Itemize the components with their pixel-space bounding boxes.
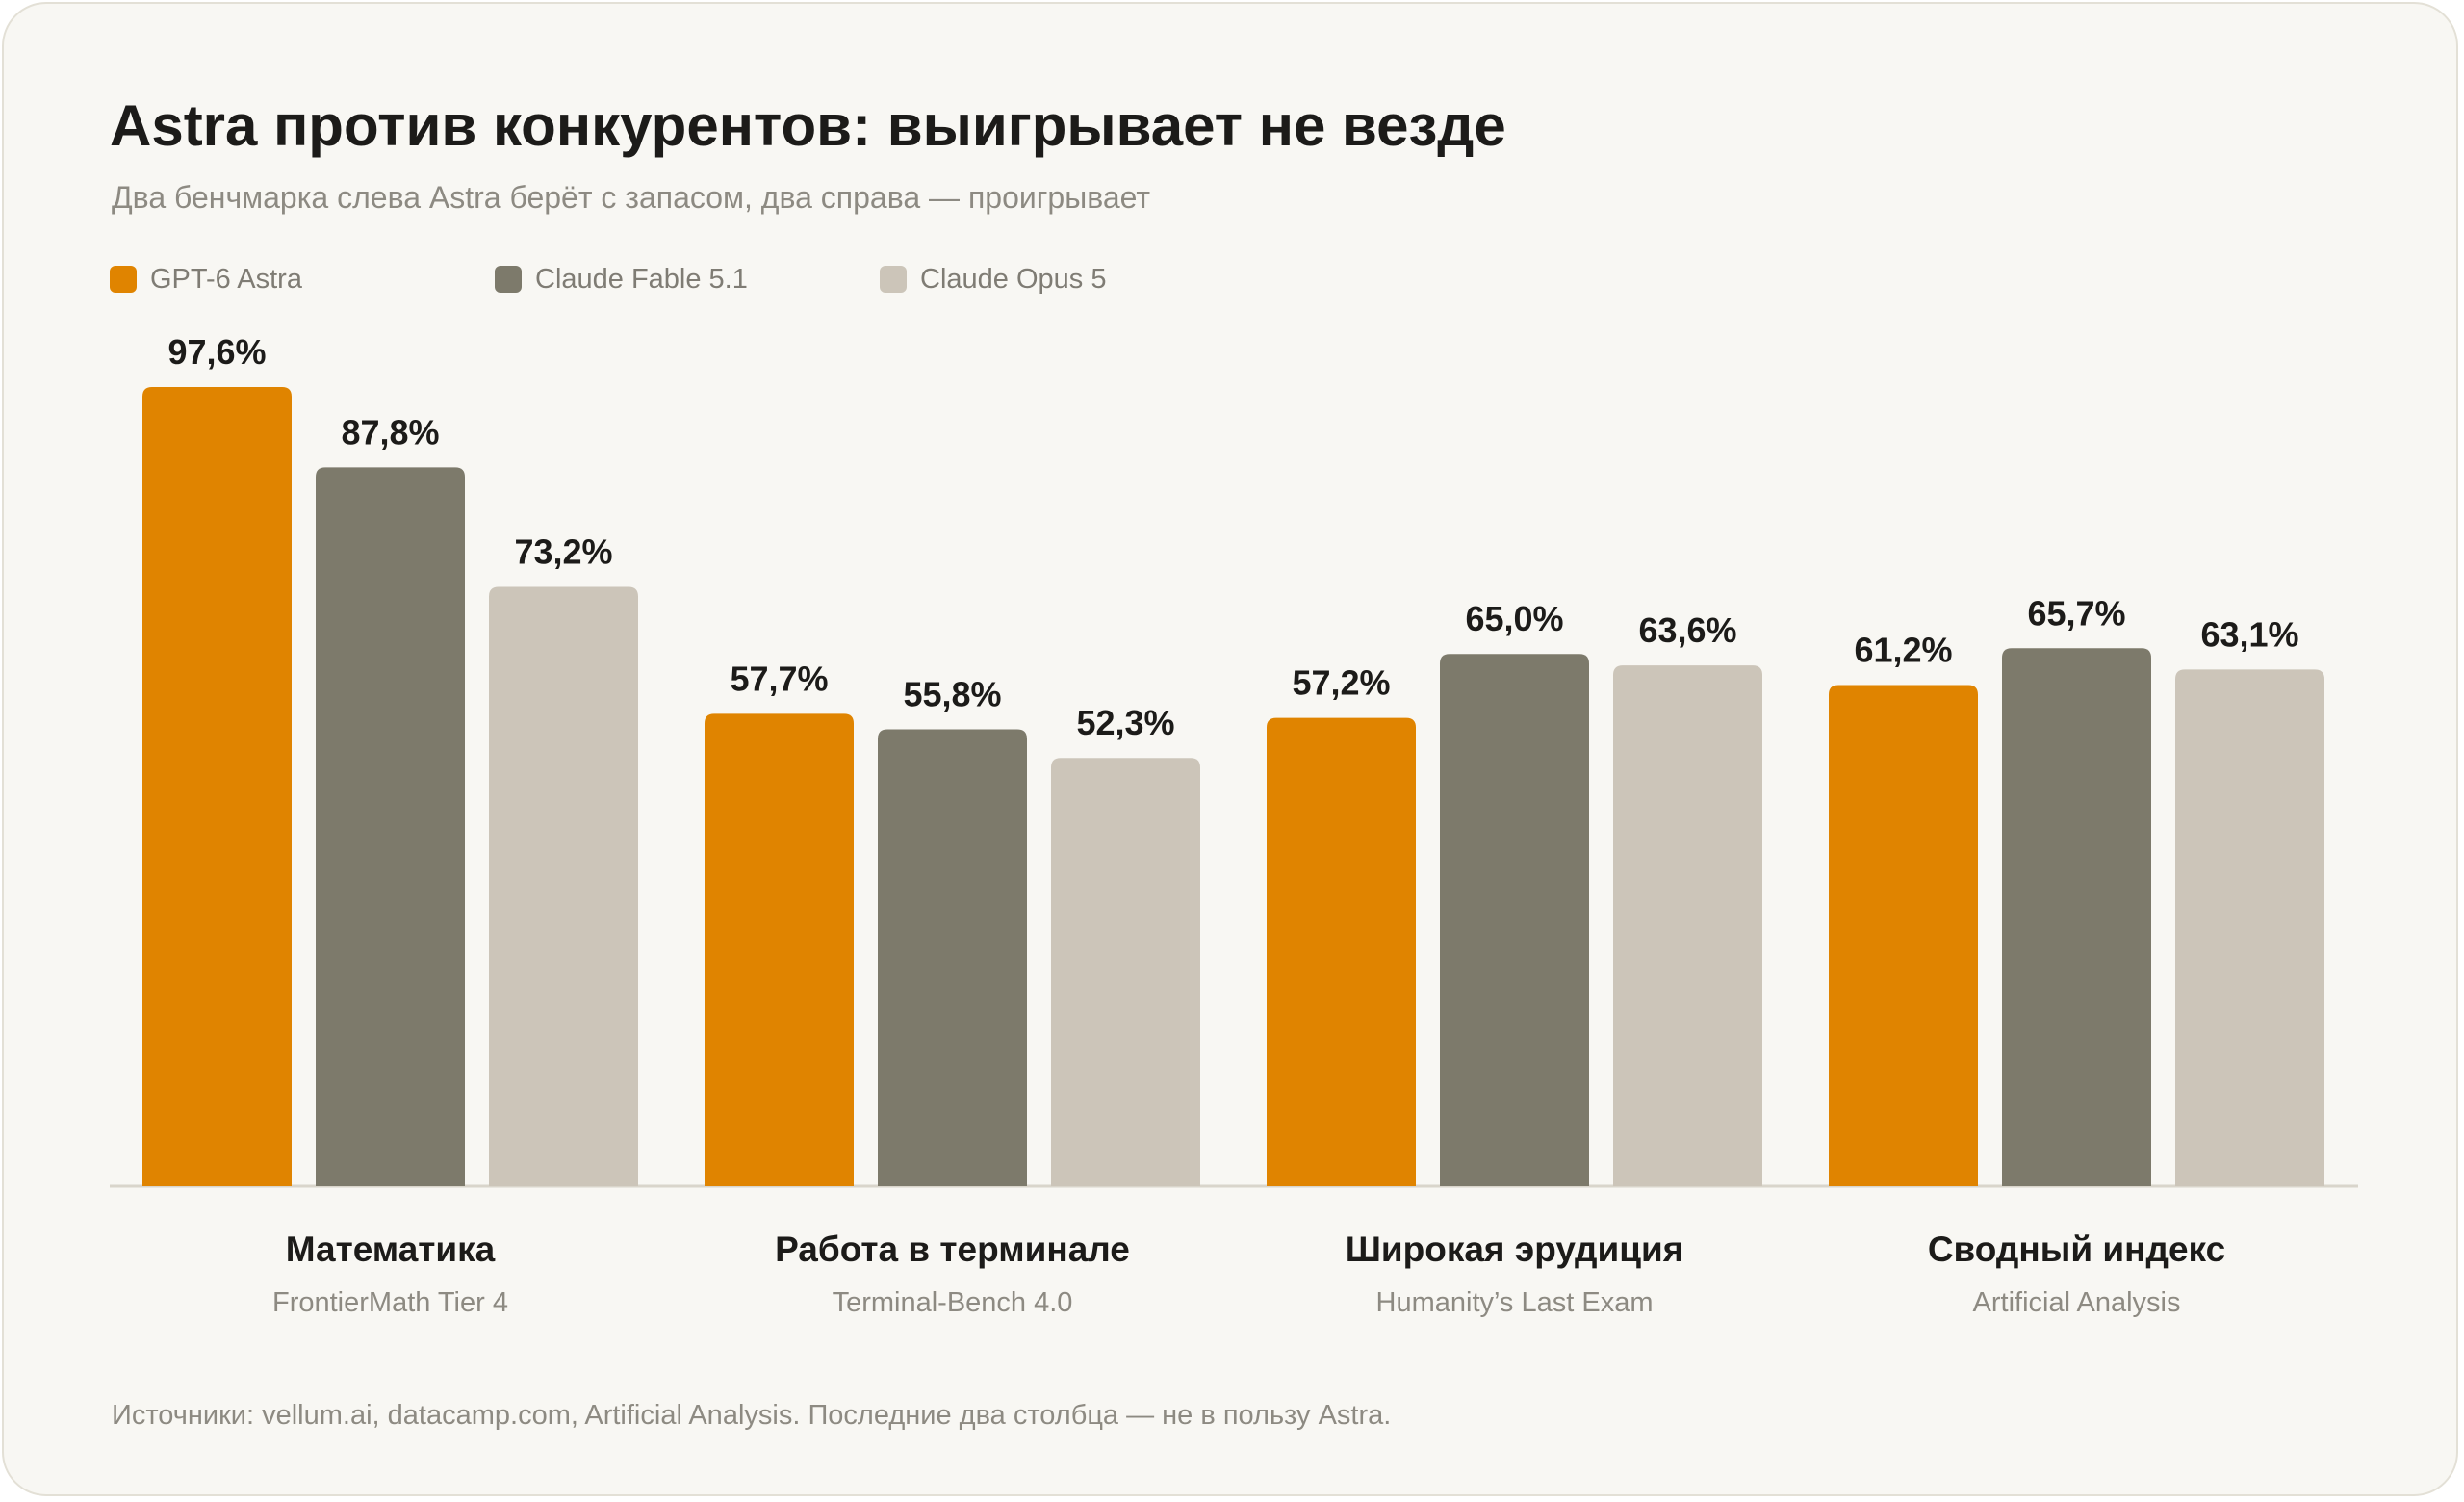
bar-gpt6-astra-2 <box>1267 717 1416 1186</box>
bar-claude-opus-3 <box>2175 669 2324 1186</box>
value-label-claude-opus-2: 63,6% <box>1638 610 1736 650</box>
category-label-3: Сводный индекс <box>1928 1230 2225 1269</box>
value-label-claude-fable-2: 65,0% <box>1465 599 1563 638</box>
bar-gpt6-astra-0 <box>142 387 292 1186</box>
bar-claude-opus-1 <box>1051 758 1200 1186</box>
value-label-claude-opus-1: 52,3% <box>1076 703 1174 742</box>
legend-item-gpt6-astra: GPT-6 Astra <box>110 260 302 298</box>
bar-claude-opus-2 <box>1613 665 1762 1186</box>
legend-swatch-gpt6-astra <box>110 266 137 293</box>
bar-claude-fable-2 <box>1440 654 1589 1186</box>
value-label-claude-fable-1: 55,8% <box>903 674 1001 713</box>
bar-claude-opus-0 <box>489 586 638 1186</box>
category-label-2: Широкая эрудиция <box>1346 1230 1684 1269</box>
bar-claude-fable-3 <box>2002 648 2151 1186</box>
category-label-0: Математика <box>286 1230 496 1269</box>
bar-claude-fable-0 <box>316 467 465 1186</box>
chart-title: Astra против конкурентов: выигрывает не … <box>110 93 1506 158</box>
bar-claude-fable-1 <box>878 729 1027 1186</box>
legend-label-claude-opus: Claude Opus 5 <box>920 263 1107 295</box>
chart-subtitle: Два бенчмарка слева Astra берёт с запасо… <box>112 180 1151 215</box>
value-label-gpt6-astra-0: 97,6% <box>167 332 266 372</box>
bar-gpt6-astra-3 <box>1829 685 1978 1186</box>
legend-item-claude-fable: Claude Fable 5.1 <box>495 260 748 298</box>
legend-swatch-claude-fable <box>495 266 522 293</box>
value-label-claude-fable-0: 87,8% <box>341 412 439 452</box>
footnote: Источники: vellum.ai, datacamp.com, Arti… <box>112 1400 1392 1431</box>
legend-label-claude-fable: Claude Fable 5.1 <box>535 263 748 295</box>
category-sublabel-3: Artificial Analysis <box>1973 1287 2181 1318</box>
value-label-claude-fable-3: 65,7% <box>2027 593 2125 633</box>
legend-label-gpt6-astra: GPT-6 Astra <box>150 263 302 295</box>
value-label-claude-opus-0: 73,2% <box>514 532 612 572</box>
value-label-claude-opus-3: 63,1% <box>2200 614 2298 654</box>
legend-swatch-claude-opus <box>880 266 907 293</box>
value-label-gpt6-astra-3: 61,2% <box>1854 631 1952 670</box>
category-sublabel-0: FrontierMath Tier 4 <box>272 1287 508 1318</box>
value-label-gpt6-astra-1: 57,7% <box>730 659 828 698</box>
legend-item-claude-opus: Claude Opus 5 <box>880 260 1106 298</box>
category-label-1: Работа в терминале <box>775 1230 1130 1269</box>
category-sublabel-1: Terminal-Bench 4.0 <box>833 1287 1073 1318</box>
bar-chart: 97,6% 87,8% 73,2% Математика FrontierMath Ti… <box>110 332 2358 1318</box>
value-label-gpt6-astra-2: 57,2% <box>1292 663 1390 703</box>
category-sublabel-2: Humanity’s Last Exam <box>1376 1287 1654 1318</box>
bar-gpt6-astra-1 <box>705 713 854 1186</box>
